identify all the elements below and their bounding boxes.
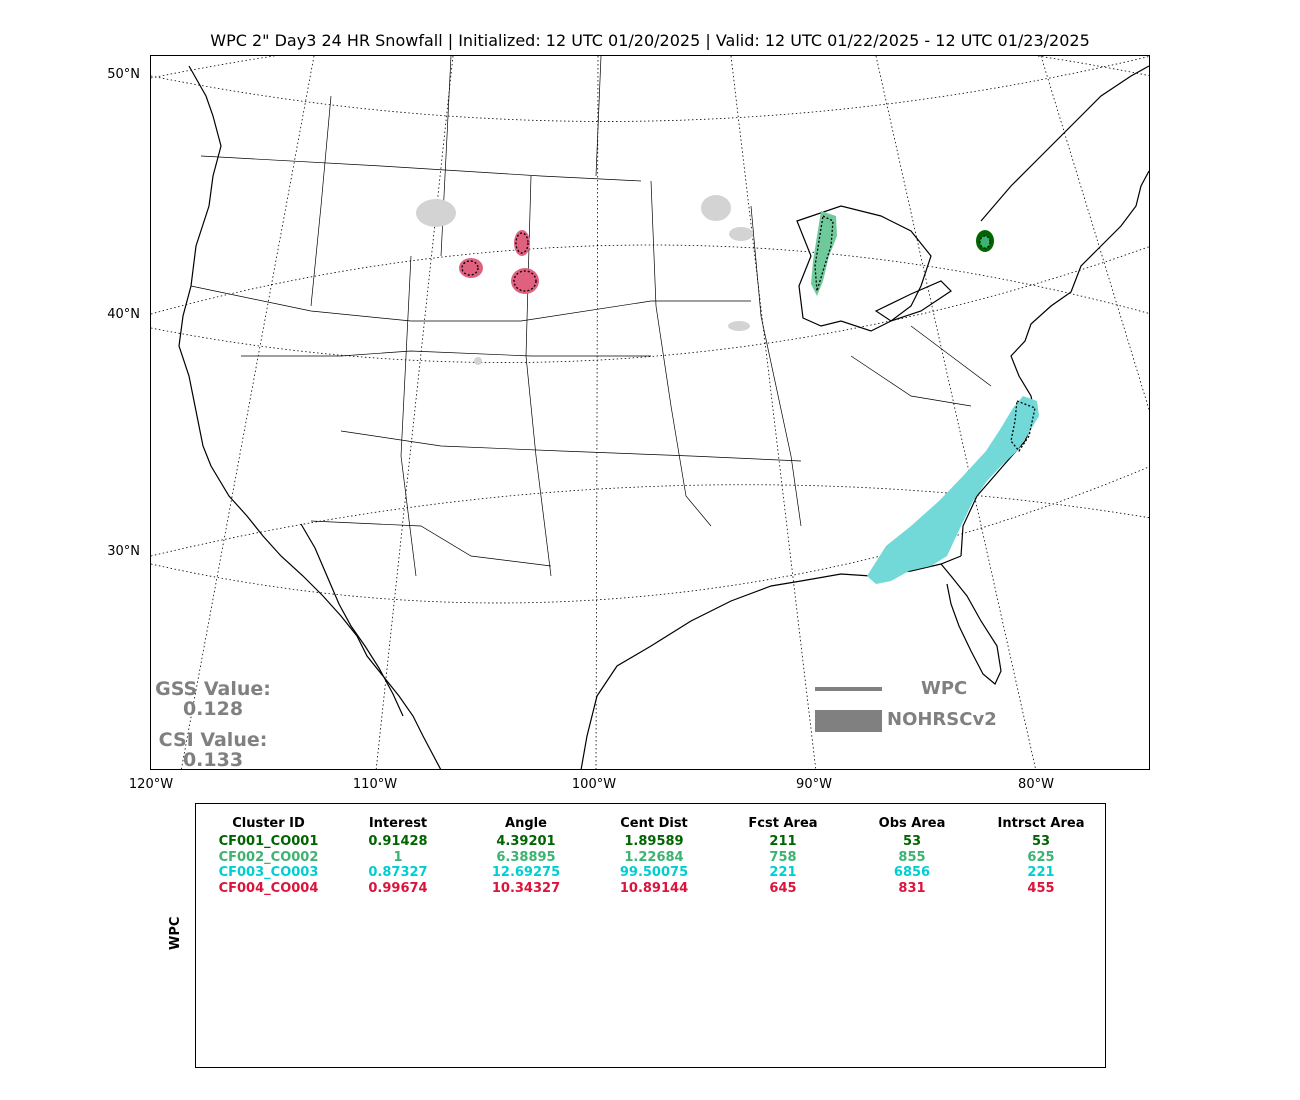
- csi-label: CSI Value:: [158, 729, 268, 751]
- cell-cluster-id: CF003_CO003: [218, 865, 319, 880]
- map-canvas: [151, 56, 1149, 769]
- lon-label-80w: 80°W: [1018, 777, 1054, 792]
- cell-interest: 1: [393, 849, 403, 865]
- cell-intrsct-area: 625: [1027, 849, 1055, 865]
- cluster4-fcst-outline: [461, 260, 479, 276]
- cell-angle: 12.69275: [491, 865, 561, 880]
- cluster4-fcst-outline: [513, 270, 537, 292]
- header-cluster-id: Cluster ID: [232, 816, 305, 831]
- unmatched-obs-area: [474, 357, 482, 365]
- cell-cent-dist: 10.89144: [619, 880, 689, 896]
- gss-label: GSS Value:: [155, 678, 271, 700]
- cell-cluster-id: CF002_CO002: [218, 849, 319, 865]
- map-panel: [150, 55, 1150, 770]
- legend-wpc-line: [815, 687, 882, 691]
- cell-fcst-area: 211: [769, 834, 797, 849]
- table-side-label: WPC: [168, 916, 183, 950]
- cell-cluster-id: CF001_CO001: [218, 834, 319, 849]
- lat-label-30n: 30°N: [107, 544, 140, 559]
- graticule: [151, 56, 1149, 769]
- legend-wpc-label: WPC: [921, 678, 968, 699]
- cell-cent-dist: 1.22684: [624, 849, 684, 865]
- cell-angle: 6.38895: [496, 849, 556, 865]
- legend-nohrsc-label: NOHRSCv2: [887, 709, 997, 730]
- csi-value: 0.133: [182, 749, 244, 771]
- cell-angle: 4.39201: [496, 834, 556, 849]
- cluster4-obs-area: [511, 268, 539, 294]
- cell-cent-dist: 99.50075: [619, 865, 689, 880]
- cluster-table: Cluster ID Interest Angle Cent Dist Fcst…: [195, 803, 1106, 1068]
- cell-intrsct-area: 221: [1027, 865, 1055, 880]
- lon-label-90w: 90°W: [796, 777, 832, 792]
- cluster4-fcst-outline: [515, 232, 529, 254]
- header-angle: Angle: [505, 816, 547, 831]
- lon-label-120w: 120°W: [128, 777, 174, 792]
- cell-interest: 0.99674: [368, 880, 428, 896]
- map-title: WPC 2" Day3 24 HR Snowfall | Initialized…: [210, 31, 1090, 50]
- lat-label-40n: 40°N: [107, 307, 140, 322]
- cell-interest: 0.91428: [368, 834, 428, 849]
- header-cent-dist: Cent Dist: [620, 816, 688, 831]
- cluster2-obs-area: [811, 211, 837, 296]
- unmatched-obs-area: [416, 199, 456, 227]
- unmatched-obs-area: [728, 321, 750, 331]
- cell-obs-area: 855: [898, 849, 926, 865]
- unmatched-obs-area: [701, 195, 731, 221]
- state-borders: [190, 56, 992, 577]
- cell-fcst-area: 645: [769, 880, 797, 896]
- snowfall-objects: [416, 195, 1039, 584]
- cell-intrsct-area: 53: [1031, 834, 1051, 849]
- unmatched-obs-area: [729, 227, 753, 241]
- cluster3-fcst-outline: [1010, 400, 1036, 453]
- cluster1-fcst-outline: [979, 235, 991, 249]
- lon-label-100w: 100°W: [571, 777, 617, 792]
- cluster2-fcst-outline: [814, 215, 834, 292]
- gulf-coastline: [580, 555, 962, 769]
- gss-value: 0.128: [182, 698, 244, 720]
- cell-obs-area: 53: [902, 834, 922, 849]
- header-intrsct-area: Intrsct Area: [997, 816, 1085, 831]
- cluster3-obs-area: [867, 396, 1039, 584]
- cell-obs-area: 831: [898, 880, 926, 896]
- header-fcst-area: Fcst Area: [748, 816, 818, 831]
- lon-label-110w: 110°W: [352, 777, 398, 792]
- cell-angle: 10.34327: [491, 880, 561, 896]
- cell-cluster-id: CF004_CO004: [218, 880, 319, 896]
- cell-interest: 0.87327: [368, 865, 428, 880]
- coastlines: [178, 65, 1149, 769]
- cell-fcst-area: 221: [769, 865, 797, 880]
- pacific-coastline: [178, 65, 442, 769]
- baja-coastline: [300, 523, 404, 717]
- header-obs-area: Obs Area: [878, 816, 946, 831]
- header-interest: Interest: [368, 816, 428, 831]
- cell-intrsct-area: 455: [1027, 880, 1055, 896]
- cell-obs-area: 6856: [893, 865, 931, 880]
- cell-fcst-area: 758: [769, 849, 797, 865]
- florida-coastline: [940, 563, 1002, 685]
- atlantic-coastline: [960, 170, 1149, 557]
- lat-label-50n: 50°N: [107, 67, 140, 82]
- cell-cent-dist: 1.89589: [624, 834, 684, 849]
- canada-coast: [980, 65, 1149, 222]
- legend-nohrsc-swatch: [815, 710, 882, 732]
